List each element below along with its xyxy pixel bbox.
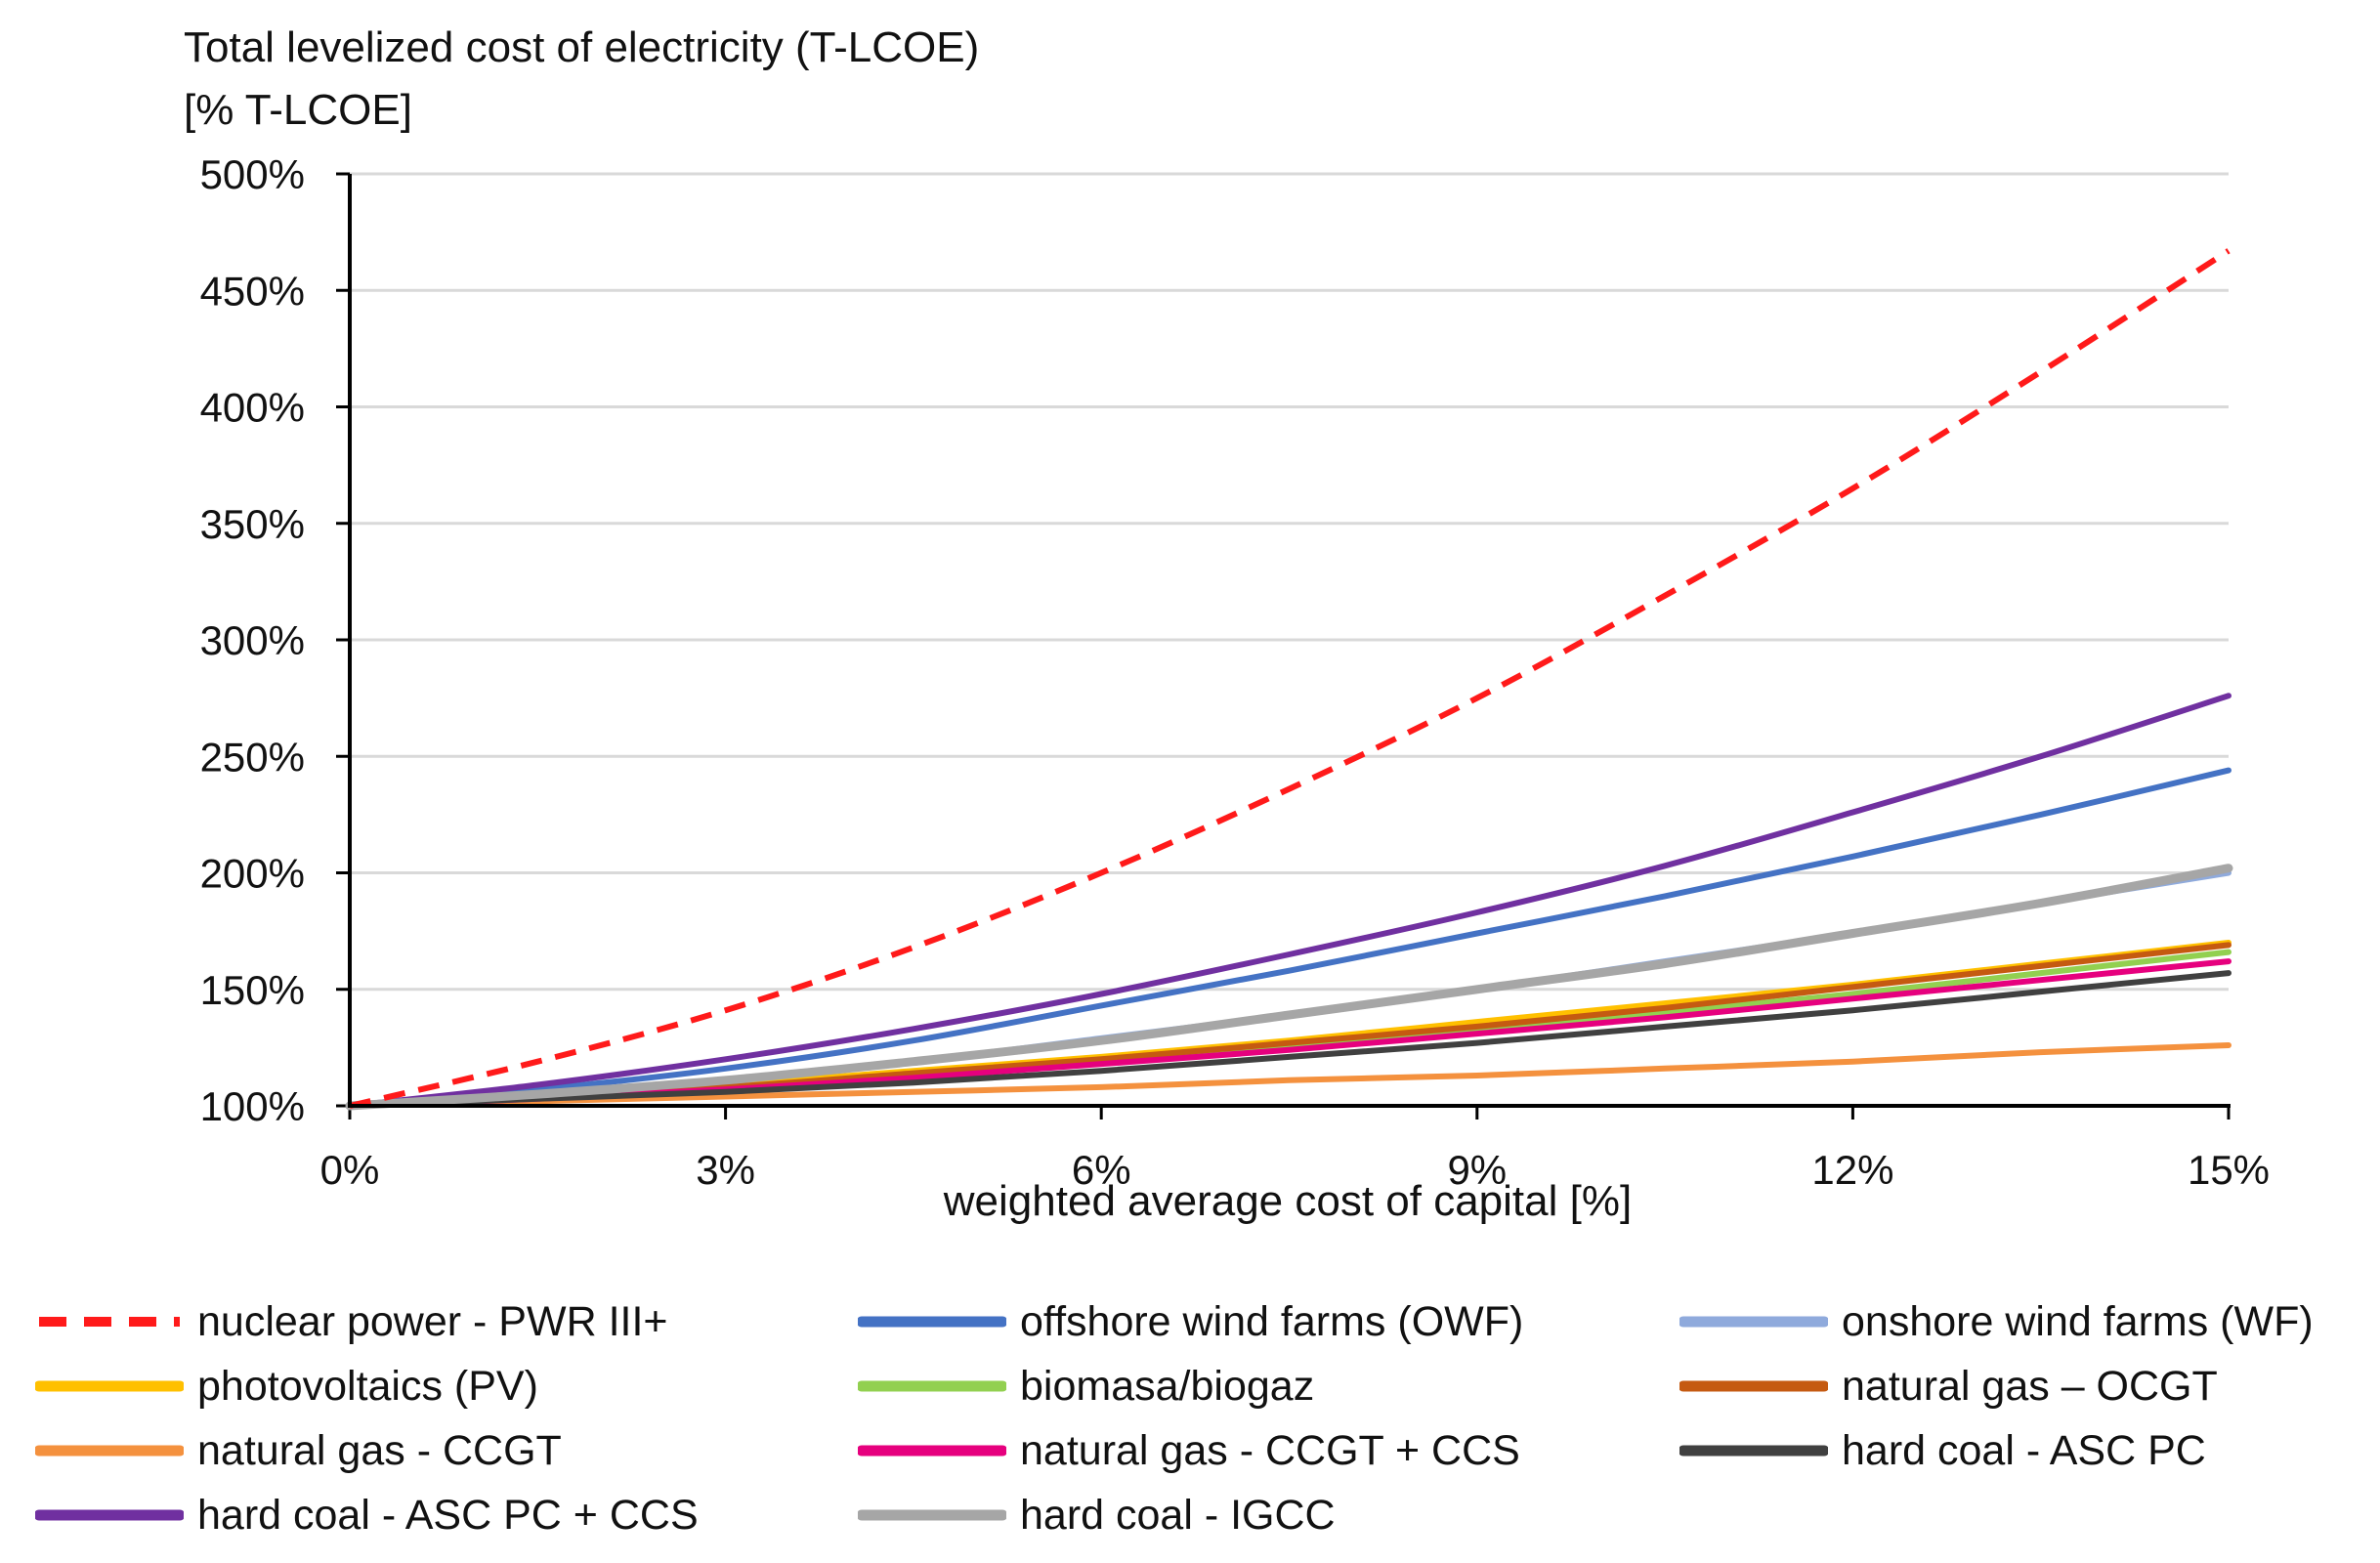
legend-label: photovoltaics (PV): [197, 1362, 538, 1410]
y-tick-label: 400%: [200, 385, 305, 431]
legend-item-nuclear-power-pwr-iii: nuclear power - PWR III+: [35, 1291, 668, 1352]
legend-label: natural gas - CCGT + CCS: [1020, 1426, 1520, 1474]
legend-swatch: [1679, 1316, 1828, 1328]
legend-item-biomasa-biogaz: biomasa/biogaz: [858, 1356, 1314, 1416]
y-axis-ticks: 100% 150% 200% 250% 300% 350% 400% 450% 500%: [200, 151, 350, 1129]
y-tick-label: 300%: [200, 617, 305, 663]
y-tick-label: 200%: [200, 851, 305, 897]
legend-item-onshore-wind-farms-wf: onshore wind farms (WF): [1679, 1291, 2314, 1352]
y-axis-title-line-1: Total levelized cost of electricity (T-L…: [184, 23, 980, 71]
legend-label: biomasa/biogaz: [1020, 1362, 1315, 1410]
x-tick-label: 9%: [1447, 1147, 1507, 1193]
legend-label: hard coal - ASC PC: [1842, 1426, 2206, 1474]
legend-swatch: [39, 1317, 180, 1327]
y-tick-label: 150%: [200, 967, 305, 1013]
y-tick-label: 350%: [200, 501, 305, 547]
x-tick-label: 15%: [2188, 1147, 2270, 1193]
y-tick-label: 450%: [200, 268, 305, 314]
gridlines: [350, 172, 2229, 992]
legend-label: hard coal - IGCC: [1020, 1491, 1336, 1539]
legend-swatch: [858, 1380, 1006, 1392]
legend-item-hard-coal-asc-pc: hard coal - ASC PC: [1679, 1420, 2206, 1481]
series-line-hard-coal-asc-pc: [347, 970, 2231, 1109]
legend-item-natural-gas-ccgt: natural gas - CCGT: [35, 1420, 562, 1481]
legend-label: nuclear power - PWR III+: [197, 1297, 668, 1345]
legend-item-natural-gas-ccgt-ccs: natural gas - CCGT + CCS: [858, 1420, 1520, 1481]
legend-swatch: [35, 1380, 184, 1392]
series-lines: [345, 248, 2233, 1111]
legend-swatch: [35, 1445, 184, 1457]
legend-label: natural gas – OCGT: [1842, 1362, 2218, 1410]
x-axis-title: weighted average cost of capital [%]: [943, 1177, 1633, 1225]
legend-label: natural gas - CCGT: [197, 1426, 562, 1474]
legend-item-natural-gas-ocgt: natural gas – OCGT: [1679, 1356, 2218, 1416]
y-axis-title-line-2: [% T-LCOE]: [184, 86, 412, 134]
legend-swatch: [35, 1509, 184, 1521]
series-line-natural-gas-ccgt: [347, 1042, 2231, 1109]
legend-label: onshore wind farms (WF): [1842, 1297, 2314, 1345]
legend-label: offshore wind farms (OWF): [1020, 1297, 1524, 1345]
y-tick-label: 250%: [200, 734, 305, 780]
x-tick-label: 3%: [696, 1147, 755, 1193]
series-line-nuclear-power-pwr-iii: [349, 248, 2231, 1109]
x-axis-ticks: 0% 3% 6% 9% 12% 15%: [320, 1106, 2270, 1193]
legend-item-photovoltaics-pv: photovoltaics (PV): [35, 1356, 538, 1416]
legend-swatch: [1679, 1445, 1828, 1457]
x-tick-label: 6%: [1072, 1147, 1131, 1193]
legend-label: hard coal - ASC PC + CCS: [197, 1491, 699, 1539]
legend-swatch: [1679, 1380, 1828, 1392]
y-tick-label: 100%: [200, 1083, 305, 1129]
legend-item-hard-coal-igcc: hard coal - IGCC: [858, 1485, 1336, 1545]
legend-item-hard-coal-asc-pc-ccs: hard coal - ASC PC + CCS: [35, 1485, 699, 1545]
series-line-offshore-wind-farms-owf: [347, 767, 2231, 1109]
x-tick-label: 0%: [320, 1147, 380, 1193]
x-tick-label: 12%: [1811, 1147, 1893, 1193]
series-line-hard-coal-asc-pc-ccs: [347, 693, 2231, 1109]
legend-swatch: [858, 1445, 1006, 1457]
legend-swatch: [858, 1509, 1006, 1521]
series-line-hard-coal-igcc: [345, 864, 2233, 1111]
y-tick-label: 500%: [200, 151, 305, 197]
legend-item-offshore-wind-farms-owf: offshore wind farms (OWF): [858, 1291, 1523, 1352]
legend-swatch: [858, 1316, 1006, 1328]
